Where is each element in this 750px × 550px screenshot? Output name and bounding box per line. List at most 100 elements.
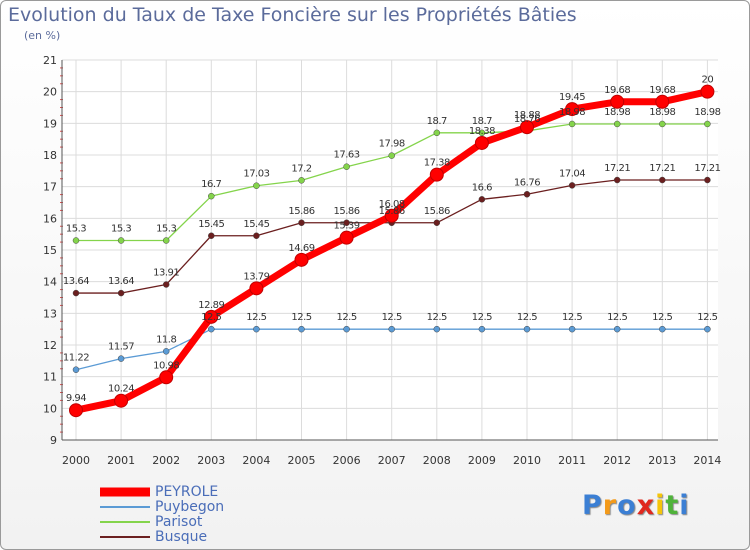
data-label: 18.7	[472, 116, 492, 127]
data-label: 17.98	[379, 139, 405, 150]
data-label: 15.3	[156, 224, 176, 235]
chart-title: Evolution du Taux de Taxe Foncière sur l…	[8, 4, 577, 26]
data-label: 19.68	[649, 85, 675, 96]
data-label: 19.45	[559, 92, 585, 103]
data-point	[159, 370, 174, 385]
data-point	[294, 252, 309, 267]
x-tick-label: 2000	[62, 454, 90, 467]
data-label: 11.22	[63, 353, 89, 364]
x-tick-label: 2006	[333, 454, 361, 467]
data-label: 17.04	[559, 168, 585, 179]
data-point	[520, 120, 534, 135]
data-point	[613, 325, 621, 333]
data-point	[474, 135, 489, 150]
data-label: 9.94	[66, 393, 86, 404]
data-label: 17.2	[291, 163, 311, 174]
data-point	[433, 129, 441, 137]
data-point	[249, 281, 264, 296]
logo-letter: i	[655, 490, 666, 521]
logo-letter: i	[679, 490, 690, 521]
x-tick-label: 2007	[378, 454, 406, 467]
data-label: 12.5	[427, 312, 447, 323]
logo-letter: t	[665, 490, 680, 521]
legend-label-busque: Busque	[155, 529, 208, 545]
data-point	[433, 325, 441, 333]
proxiti-logo: Proxiti	[582, 490, 690, 521]
x-tick-label: 2012	[603, 454, 631, 467]
data-label: 15.39	[334, 221, 360, 232]
data-label: 17.38	[424, 158, 450, 169]
x-tick-label: 2014	[693, 454, 721, 467]
data-point	[613, 176, 621, 184]
y-tick-label: 21	[43, 54, 57, 67]
data-point	[613, 120, 621, 128]
data-label: 12.5	[697, 312, 717, 323]
x-tick-label: 2004	[242, 454, 270, 467]
y-tick-label: 17	[43, 181, 57, 194]
data-point	[523, 191, 531, 198]
data-point	[162, 237, 170, 244]
data-label: 11.57	[108, 342, 134, 353]
data-point	[478, 196, 486, 203]
data-point	[388, 152, 395, 159]
data-point	[568, 325, 576, 333]
y-tick-label: 14	[43, 276, 57, 289]
data-point	[208, 192, 215, 200]
data-label: 12.5	[336, 312, 356, 323]
data-label: 15.45	[198, 219, 224, 230]
data-point	[72, 237, 80, 244]
x-tick-label: 2009	[468, 454, 496, 467]
y-tick-label: 20	[43, 86, 57, 99]
data-label: 18.38	[469, 126, 495, 137]
data-label: 17.21	[694, 163, 720, 174]
data-point	[568, 120, 576, 128]
data-point	[700, 84, 715, 99]
data-label: 16.76	[514, 177, 540, 188]
data-label: 15.86	[288, 206, 314, 217]
data-point	[339, 230, 354, 245]
data-label: 12.89	[198, 300, 224, 311]
data-point	[208, 232, 215, 239]
logo-letter: x	[636, 490, 656, 521]
data-label: 16.6	[472, 182, 492, 193]
data-label: 17.21	[649, 163, 675, 174]
y-tick-label: 15	[43, 244, 57, 257]
data-point	[659, 325, 666, 333]
data-point	[117, 355, 125, 362]
data-label: 18.98	[559, 107, 585, 118]
data-point	[343, 325, 350, 333]
y-tick-label: 13	[43, 307, 57, 320]
data-point	[659, 120, 666, 128]
data-label: 12.5	[382, 312, 402, 323]
data-label: 18.88	[514, 110, 540, 121]
data-label: 13.79	[243, 271, 269, 282]
y-tick-label: 11	[43, 371, 57, 384]
x-tick-label: 2001	[107, 454, 135, 467]
data-point	[704, 176, 711, 184]
data-label: 15.3	[111, 224, 131, 235]
data-label: 16.7	[201, 179, 221, 190]
data-point	[162, 281, 170, 288]
data-point	[298, 219, 305, 227]
data-point	[253, 182, 260, 189]
data-point	[343, 163, 350, 170]
chart-unit-label: (en %)	[24, 29, 61, 42]
data-label: 15.3	[66, 224, 86, 235]
data-label: 12.5	[201, 312, 221, 323]
data-point	[704, 120, 711, 128]
data-point	[655, 94, 670, 109]
data-label: 18.98	[694, 107, 720, 118]
data-point	[298, 177, 305, 184]
data-label: 12.5	[562, 312, 582, 323]
logo-letter: o	[617, 490, 637, 521]
data-label: 11.8	[156, 334, 176, 345]
data-label: 15.86	[424, 206, 450, 217]
data-point	[117, 289, 125, 297]
data-point	[72, 366, 80, 373]
data-label: 13.64	[63, 276, 89, 287]
x-tick-label: 2003	[197, 454, 225, 467]
data-label: 12.5	[517, 312, 537, 323]
data-point	[343, 219, 350, 227]
data-point	[114, 393, 129, 408]
data-point	[478, 325, 486, 333]
